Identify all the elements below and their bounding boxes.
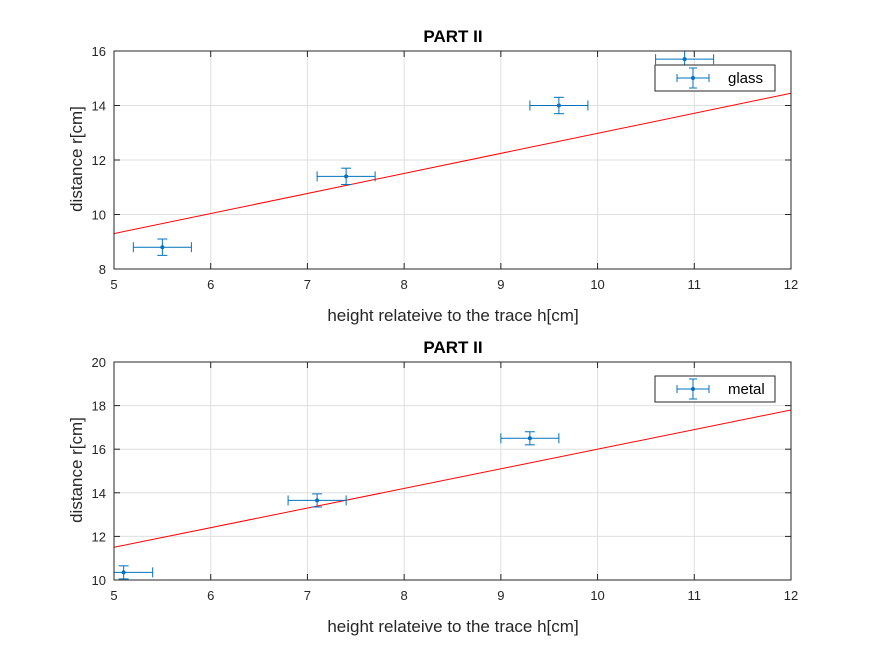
glass-x-tick-label: 12: [784, 277, 798, 292]
metal-axes-box: [113, 361, 792, 581]
metal-y-tick-label: 18: [92, 399, 106, 414]
metal-subplot: PART II height relateive to the trace h[…: [67, 338, 798, 636]
glass-y-tick-label: 16: [92, 44, 106, 59]
glass-legend-label: glass: [728, 70, 763, 87]
glass-data-point: [344, 174, 349, 179]
metal-data-point: [527, 436, 532, 441]
metal-x-tick-label: 7: [304, 588, 311, 603]
glass-data-point-group: [529, 96, 589, 115]
glass-y-tick-label: 14: [92, 99, 106, 114]
metal-legend-label: metal: [728, 381, 765, 398]
metal-data-point-group: [114, 565, 154, 580]
glass-plot-title: PART II: [423, 27, 482, 46]
glass-legend-marker-dot: [691, 76, 695, 80]
metal-y-tick-label: 20: [92, 355, 106, 370]
glass-x-tick-label: 8: [401, 277, 408, 292]
metal-x-tick-label: 6: [207, 588, 214, 603]
glass-data-point-group: [132, 238, 192, 256]
metal-x-axis-label: height relateive to the trace h[cm]: [327, 617, 578, 636]
glass-y-tick-label: 10: [92, 208, 106, 223]
metal-data-point: [315, 498, 320, 503]
glass-data-point: [682, 57, 687, 62]
glass-data-point: [160, 245, 165, 250]
metal-x-tick-label: 11: [688, 588, 702, 603]
metal-data-point-group: [500, 431, 560, 446]
metal-legend-marker-dot: [691, 387, 695, 391]
glass-x-tick-label: 6: [207, 277, 214, 292]
glass-legend: glass: [654, 64, 776, 92]
metal-legend: metal: [654, 375, 776, 403]
glass-data-point-group: [316, 167, 376, 186]
metal-fit-line: [114, 409, 791, 548]
glass-x-tick-label: 10: [590, 277, 604, 292]
metal-legend-box: [654, 375, 776, 403]
metal-data-point-group: [287, 493, 347, 508]
metal-y-tick-label: 12: [92, 529, 106, 544]
glass-data-point: [556, 103, 561, 108]
metal-x-tick-label: 8: [401, 588, 408, 603]
metal-y-tick-label: 10: [92, 573, 106, 588]
glass-y-axis-label: distance r[cm]: [67, 106, 86, 212]
metal-x-tick-label: 9: [497, 588, 504, 603]
metal-y-axis-label: distance r[cm]: [67, 417, 86, 523]
metal-y-tick-label: 16: [92, 442, 106, 457]
glass-x-tick-label: 7: [304, 277, 311, 292]
metal-plot-title: PART II: [423, 338, 482, 357]
metal-x-tick-label: 12: [784, 588, 798, 603]
glass-x-tick-label: 11: [688, 277, 702, 292]
metal-x-tick-label: 5: [110, 588, 117, 603]
glass-subplot: PART II height relateive to the trace h[…: [67, 27, 798, 325]
glass-y-tick-label: 12: [92, 153, 106, 168]
glass-fit-line: [114, 92, 791, 235]
glass-x-axis-label: height relateive to the trace h[cm]: [327, 306, 578, 325]
glass-x-tick-label: 5: [110, 277, 117, 292]
metal-x-tick-label: 10: [590, 588, 604, 603]
metal-data-point: [121, 570, 126, 575]
glass-x-tick-label: 9: [497, 277, 504, 292]
glass-legend-box: [654, 64, 776, 92]
metal-y-tick-label: 14: [92, 486, 106, 501]
glass-y-tick-label: 8: [99, 262, 106, 277]
